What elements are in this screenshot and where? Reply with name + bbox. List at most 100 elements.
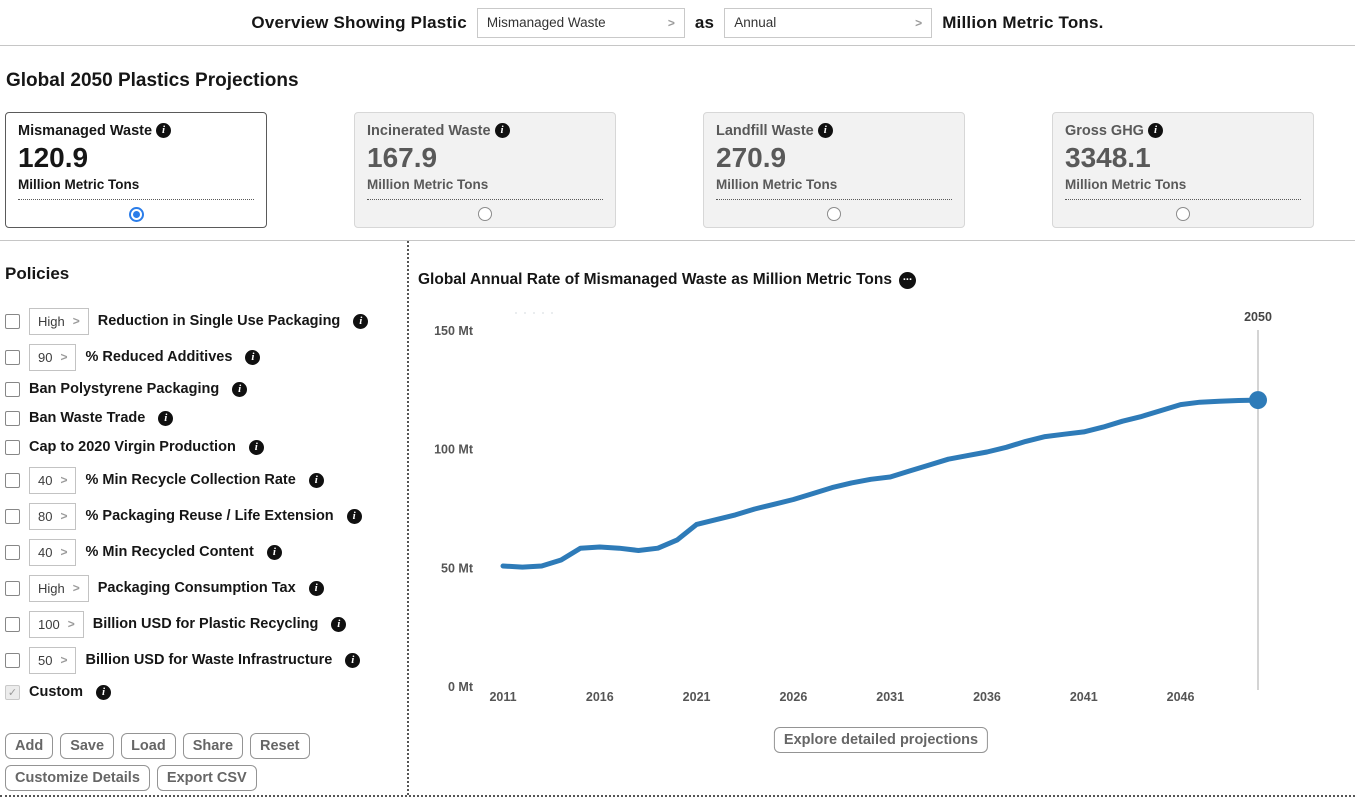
policy-checkbox-checked[interactable]: ✓ [5,684,20,700]
card-title: Mismanaged Waste i [18,121,254,141]
chart-title: Global Annual Rate of Mismanaged Waste a… [418,271,916,289]
policy-checkbox[interactable] [5,472,20,488]
info-icon[interactable]: i [308,580,324,596]
card-radio-selected[interactable] [128,206,144,222]
policy-label: % Min Recycled Content [85,544,254,560]
info-icon[interactable]: i [353,313,369,329]
card-incinerated-waste[interactable]: Incinerated Waste i 167.9 Million Metric … [354,112,616,228]
info-icon[interactable]: i [308,472,324,488]
info-icon[interactable]: i [158,410,174,426]
policy-value-select[interactable]: High > [29,574,89,602]
info-icon[interactable]: i [95,684,111,700]
policy-value-select[interactable]: High > [29,307,89,335]
policy-checkbox[interactable] [5,439,20,455]
policy-checkbox[interactable] [5,313,20,329]
info-icon[interactable]: i [156,122,172,138]
info-icon[interactable]: i [232,381,248,397]
comment-icon[interactable]: ... [898,271,916,289]
card-mismanaged-waste[interactable]: Mismanaged Waste i 120.9 Million Metric T… [5,112,267,228]
policy-label: Custom [29,684,83,700]
policy-value: 100 [38,616,60,632]
policy-checkbox[interactable] [5,544,20,560]
x-axis-tick-label: 2036 [973,690,1001,704]
x-axis-tick-label: 2041 [1070,690,1098,704]
waste-type-select[interactable]: Mismanaged Waste > [476,7,685,38]
waste-type-select-value: Mismanaged Waste [486,15,606,30]
policy-row: 40 > % Min Recycle Collection Rate i [5,465,405,495]
section-divider [0,240,1355,241]
policy-label: % Min Recycle Collection Rate [85,472,296,488]
x-axis-tick-label: 2046 [1167,690,1195,704]
info-icon[interactable]: i [817,122,833,138]
policy-row: Cap to 2020 Virgin Production i [5,436,405,458]
policy-row: 100 > Billion USD for Plastic Recycling i [5,609,405,639]
policy-label: % Reduced Additives [85,349,233,365]
explore-projections-button[interactable]: Explore detailed projections [773,727,989,753]
save-button[interactable]: Save [60,733,115,759]
card-title: Incinerated Waste i [367,121,603,141]
add-button[interactable]: Add [5,733,54,759]
policy-checkbox[interactable] [5,349,20,365]
card-radio[interactable] [1176,207,1190,221]
policy-value: 90 [38,349,53,365]
policy-actions-row2: Customize Details Export CSV [5,765,257,791]
info-icon[interactable]: i [1147,122,1163,138]
card-landfill-waste[interactable]: Landfill Waste i 270.9 Million Metric Ton… [703,112,965,228]
policy-value-select[interactable]: 50 > [29,646,77,674]
policy-row: 90 > % Reduced Additives i [5,342,405,372]
policy-checkbox[interactable] [5,652,20,668]
chevron-right-icon: > [915,15,923,30]
policy-label: Billion USD for Waste Infrastructure [85,652,333,668]
y-axis-tick-label: 100 Mt [434,443,474,457]
policy-checkbox[interactable] [5,410,20,426]
policy-value-select[interactable]: 40 > [29,538,77,566]
customize-details-button[interactable]: Customize Details [5,765,150,791]
panel-divider [407,241,409,795]
info-icon[interactable]: i [245,349,261,365]
x-axis-tick-label: 2011 [489,690,516,704]
load-button[interactable]: Load [121,733,176,759]
data-line-series [500,397,1261,570]
policy-label: Ban Polystyrene Packaging [29,381,220,397]
share-button[interactable]: Share [182,733,244,759]
card-unit: Million Metric Tons [1065,177,1187,192]
policies-list: High > Reduction in Single Use Packaging i 9… [5,306,405,710]
card-unit: Million Metric Tons [18,177,140,192]
chevron-right-icon: > [60,653,68,667]
policy-row: 50 > Billion USD for Waste Infrastructure i [5,645,405,675]
info-icon[interactable]: i [248,439,264,455]
card-value: 270.9 [716,142,787,173]
policy-label: Cap to 2020 Virgin Production [29,439,236,455]
period-select[interactable]: Annual > [724,7,933,38]
card-radio[interactable] [827,207,841,221]
policy-value: 40 [38,472,53,488]
x-axis-tick-label: 2021 [683,690,711,704]
card-gross-ghg[interactable]: Gross GHG i 3348.1 Million Metric Tons [1052,112,1314,228]
policy-value-select[interactable]: 40 > [29,466,77,494]
policy-value-select[interactable]: 100 > [29,610,84,638]
info-icon[interactable]: i [346,508,362,524]
policy-row: High > Packaging Consumption Tax i [5,573,405,603]
policy-checkbox[interactable] [5,508,20,524]
policy-checkbox[interactable] [5,381,20,397]
reset-button[interactable]: Reset [250,733,310,759]
y-axis-tick-label: 150 Mt [434,324,474,338]
export-csv-button[interactable]: Export CSV [156,765,257,791]
y-axis-tick-label: 50 Mt [441,561,474,575]
card-radio[interactable] [478,207,492,221]
chevron-right-icon: > [60,509,68,523]
topbar-suffix: Million Metric Tons. [942,12,1104,32]
policy-label: % Packaging Reuse / Life Extension [85,508,334,524]
policy-label: Packaging Consumption Tax [97,580,296,596]
policy-checkbox[interactable] [5,580,20,596]
card-value: 167.9 [367,142,438,173]
info-icon[interactable]: i [494,122,510,138]
info-icon[interactable]: i [345,652,361,668]
policy-value-select[interactable]: 80 > [29,502,77,530]
topbar-conjunction: as [694,12,715,32]
card-value: 120.9 [18,142,89,173]
policy-checkbox[interactable] [5,616,20,632]
info-icon[interactable]: i [331,616,347,632]
info-icon[interactable]: i [266,544,282,560]
policy-value-select[interactable]: 90 > [29,343,77,371]
